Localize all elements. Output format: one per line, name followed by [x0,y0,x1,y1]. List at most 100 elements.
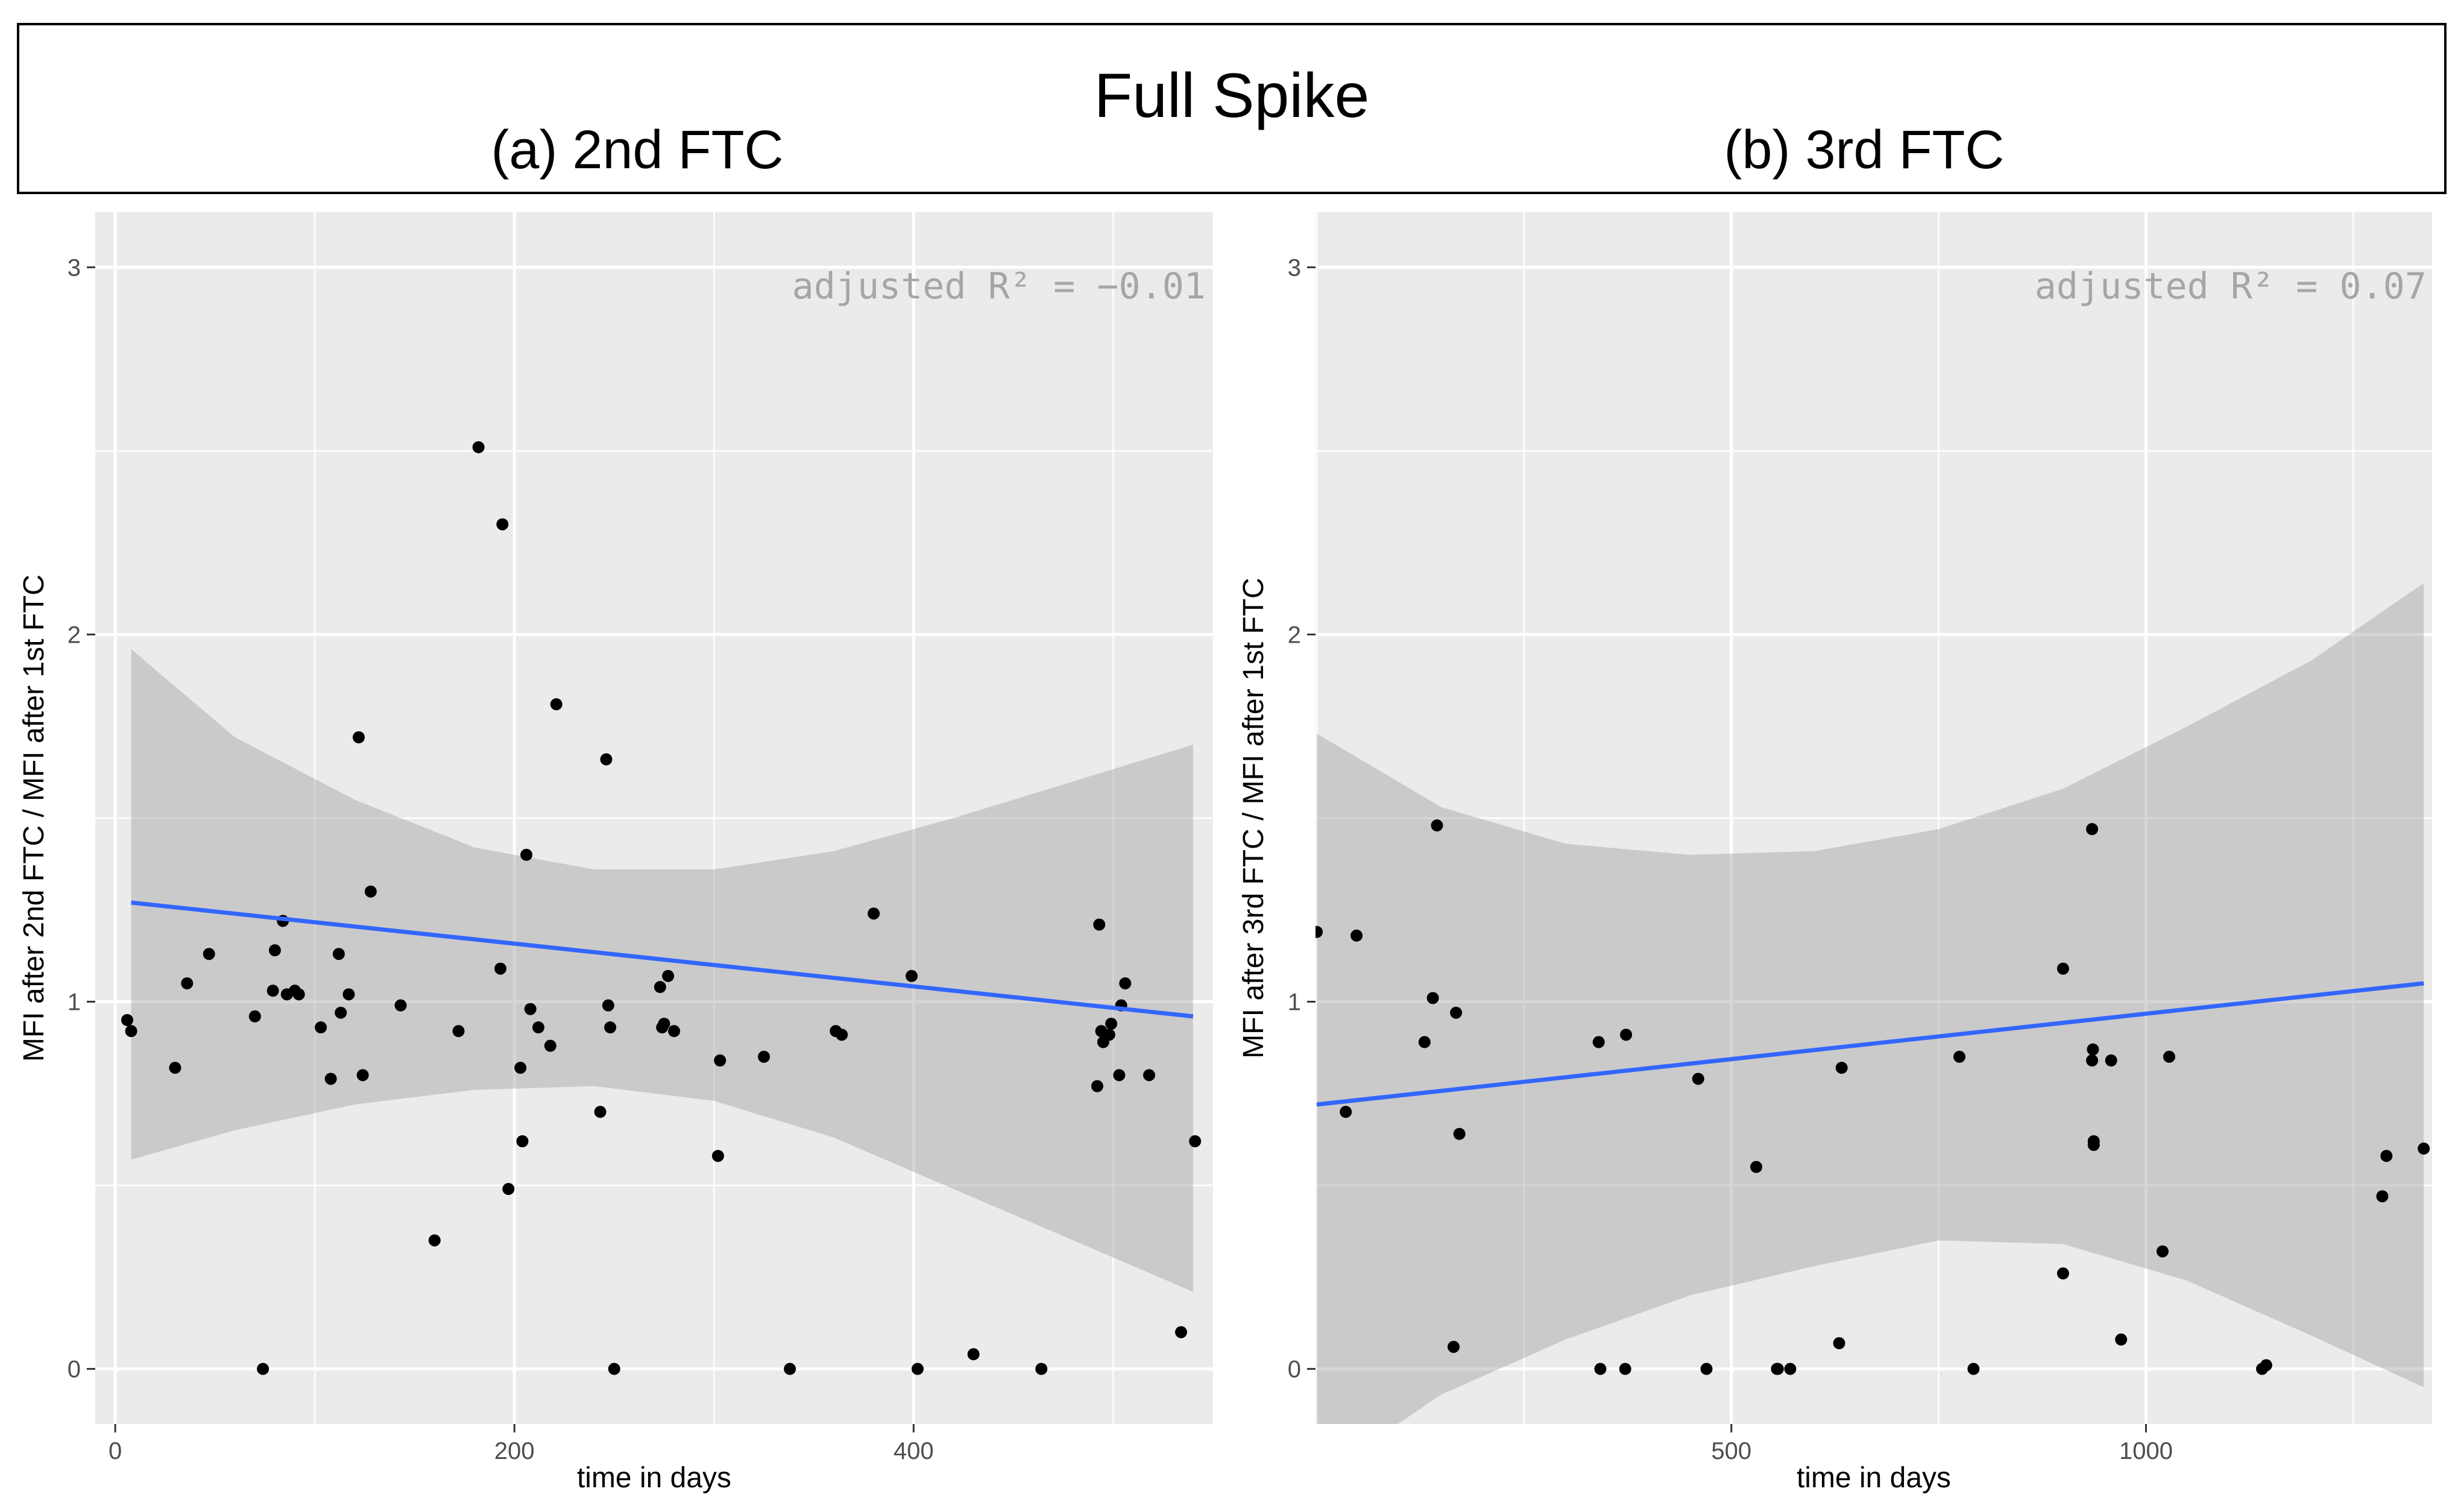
panel-a-point [602,999,614,1012]
panel-a-x-tick-label: 200 [494,1438,535,1464]
panel-b-point [1833,1337,1845,1349]
panel-a-point [658,1018,670,1030]
panel-a-point [516,1135,529,1147]
panel-b-point [1835,1062,1848,1074]
panel-a-point [1143,1069,1156,1082]
panel-a-point [428,1234,441,1247]
panel-b-point [2056,962,2069,975]
panel-a-point [532,1021,544,1034]
panel-b-point [2376,1190,2389,1203]
panel-b-point [2380,1150,2393,1162]
panel-a-point [1189,1135,1202,1147]
panel-b-point [1592,1036,1605,1048]
panel-a-point [315,1021,327,1034]
panel-a-y-tick-label: 0 [68,1356,81,1383]
panel-a-point [356,1069,369,1082]
panel-a-point [125,1025,137,1038]
panel-a-y-tick-label: 1 [68,989,81,1016]
panel-b-y-tick-label: 3 [1288,254,1301,281]
panel-a-point [1093,918,1106,931]
panel-a-point [784,1362,796,1375]
panel-b-title: (b) 3rd FTC [1724,120,2005,180]
panel-b-point [1450,1006,1463,1019]
panel-a-point [1105,1018,1118,1030]
panel-a-point [868,907,880,920]
panel-a-point [662,969,675,982]
panel-b-y-axis-title: MFI after 3rd FTC / MFI after 1st FTC [1238,578,1270,1058]
panel-b-point [1619,1362,1631,1375]
panel-a-point [268,944,281,957]
panel-a-title: (a) 2nd FTC [491,120,784,180]
panel-b-y-tick-label: 0 [1288,1356,1301,1383]
panel-a-point [502,1183,515,1195]
panel-a-point [1119,977,1132,990]
panel-a-point [203,948,215,960]
panel-a-point [266,984,279,997]
panel-a-point [472,441,485,453]
figure-title: Full Spike [1094,61,1370,131]
panel-a-point [1091,1080,1103,1092]
panel-a-point [248,1010,261,1022]
panel-b-point [1953,1050,1966,1063]
panel-a-point [452,1025,465,1038]
panel-a-confidence-band [131,649,1193,1292]
panel-b-point [1692,1073,1704,1085]
panel-a-y-tick-label: 3 [68,254,81,281]
panel-a-point [967,1348,980,1361]
panel-b-point [1594,1362,1607,1375]
panel-b-plot-area [1316,583,2430,1424]
panel-b-point [1771,1362,1784,1375]
panel-a-x-axis-title: time in days [577,1462,731,1494]
panel-a-point [1103,1028,1115,1041]
panel-a-point [912,1362,924,1375]
panel-b-point [2087,1043,2099,1056]
panel-a-point [121,1014,133,1026]
panel-b-point [1784,1362,1797,1375]
panel-b-point [2163,1050,2175,1063]
panel-a-x-tick-label: 0 [109,1438,122,1464]
panel-a-point [342,988,355,1001]
panel-b-point [2105,1054,2117,1066]
panel-b-point [1700,1362,1713,1375]
panel-b-point [1350,929,1363,942]
panel-a-point [494,962,507,975]
panel-a: 0 200 400 0 1 2 3 time in days MFI after 2nd FTC… [18,212,1213,1494]
panel-b-y-tick-label: 1 [1288,989,1301,1016]
panel-a-point [169,1062,181,1074]
panel-a-point [1035,1362,1048,1375]
panel-a-point [550,698,562,711]
panel-a-point [1175,1326,1188,1338]
panel-b-point [1418,1036,1431,1048]
panel-a-point [496,518,509,531]
panel-a-point [181,977,194,990]
panel-b-y-tick-label: 2 [1288,622,1301,648]
panel-a-point [758,1050,770,1063]
panel-b-point [2086,823,2099,836]
panel-a-fit-line [131,900,1194,1019]
panel-a-point [332,948,345,960]
panel-a-point [608,1362,620,1375]
panel-b-point [1453,1127,1466,1140]
panel-a-point [520,848,533,861]
panel-a-point [257,1362,269,1375]
panel-b-point [1620,1028,1633,1041]
panel-a-point [292,988,305,1001]
panel-b-point [1316,925,1323,938]
panel-a-point [353,731,365,743]
panel-a-point [514,1062,527,1074]
figure-title-box: Full Spike [17,23,2447,194]
panel-b-point [2115,1333,2128,1346]
panel-b-point [1426,992,1439,1004]
panel-b-point [2087,1139,2100,1151]
panel-b-x-axis-title: time in days [1797,1462,1951,1494]
panel-a-point [324,1073,337,1085]
panel-a-point [544,1039,556,1052]
panel-a-point [714,1054,726,1066]
panel-a-x-tick-label: 400 [893,1438,934,1464]
panel-a-point [335,1006,347,1019]
panel-a-point [668,1025,681,1038]
panel-a-point [604,1021,617,1034]
panel-a-point [594,1106,607,1118]
panel-a-point [906,969,918,982]
